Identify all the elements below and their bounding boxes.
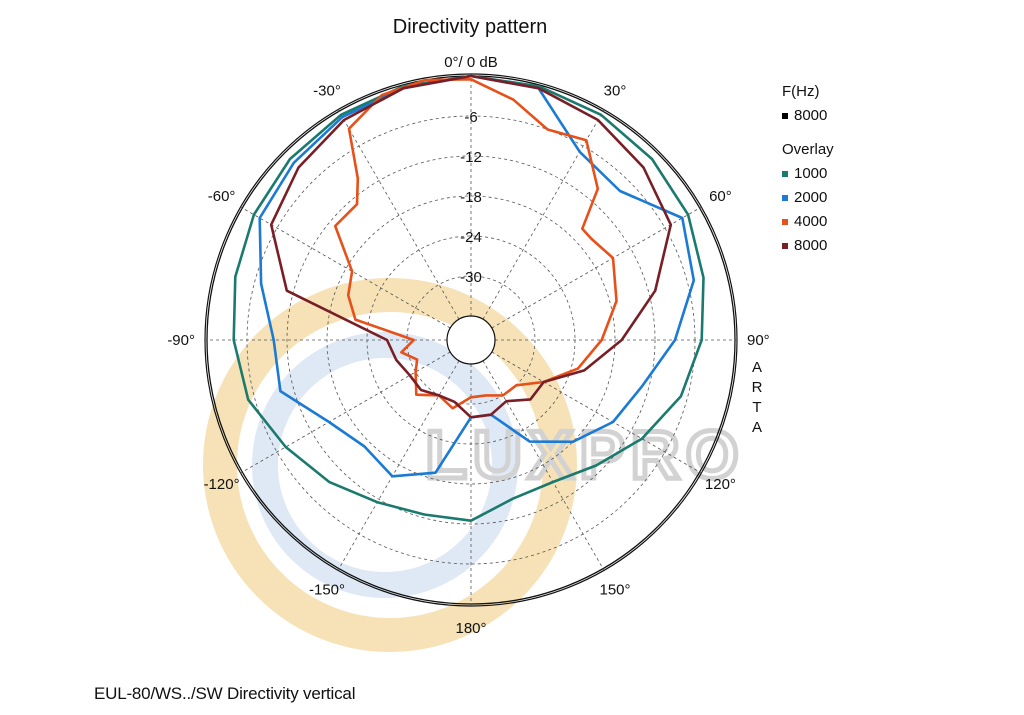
angle-tick-label: -60° (208, 188, 236, 205)
watermark-ring-outer (203, 278, 577, 652)
angle-tick-label: -150° (309, 581, 345, 598)
arta-letter: A (751, 419, 762, 436)
legend-item-1000: 1000 (782, 162, 834, 186)
radial-tick-label: -18 (460, 189, 482, 206)
angle-tick-label: 150° (599, 581, 630, 598)
angle-tick-label: -90° (167, 332, 195, 349)
center-hole (446, 315, 496, 365)
watermark-text: LUXPRO (425, 417, 744, 493)
grid-spoke (337, 360, 460, 571)
legend-item-2000: 2000 (782, 186, 834, 210)
radial-tick-labels: -6 -12 -18 -24 -30 (460, 109, 482, 286)
legend-item-8000: 8000 (782, 234, 834, 258)
grid-spoke (491, 206, 702, 329)
grid-spoke (482, 109, 605, 320)
arta-side-label: A R T A (750, 358, 764, 438)
legend-item-4000: 4000 (782, 210, 834, 234)
legend-primary-label: 8000 (794, 107, 828, 124)
angle-tick-label: 0°/ 0 dB (444, 54, 498, 71)
legend-label-1000: 1000 (794, 165, 828, 182)
legend-swatch-2000 (782, 195, 788, 201)
radial-tick-label: -30 (460, 269, 482, 286)
grid-spoke (240, 351, 451, 474)
grid-spoke (240, 206, 451, 329)
angle-tick-label: -120° (204, 476, 240, 493)
series-line-8000 (269, 74, 673, 419)
angle-tick-label: 90° (747, 332, 770, 349)
legend: F(Hz) 8000 Overlay 1000 2000 4000 8000 (782, 80, 834, 258)
watermark-ring-inner (252, 332, 518, 598)
legend-label-4000: 4000 (794, 213, 828, 230)
legend-overlay-header: Overlay (782, 141, 834, 158)
angle-tick-label: 120° (705, 476, 736, 493)
angle-tick-label: -30° (313, 83, 341, 100)
chart-title: Directivity pattern (392, 16, 548, 38)
angle-tick-label: 30° (604, 83, 627, 100)
arta-letter: R (751, 379, 763, 396)
legend-swatch-4000 (782, 219, 788, 225)
legend-swatch-8000 (782, 243, 788, 249)
angle-tick-labels: 0°/ 0 dB 30° 60° 90° 120° 150° 180° -150° -120° -… (167, 54, 769, 637)
radial-tick-label: -6 (464, 109, 477, 126)
angle-tick-label: 60° (709, 188, 732, 205)
arta-letter: T (752, 399, 762, 416)
radial-tick-label: -12 (460, 149, 482, 166)
watermark: LUXPRO (203, 278, 744, 652)
grid-ring (406, 275, 536, 405)
grid-spoke (482, 360, 605, 571)
legend-swatch-primary (782, 113, 788, 119)
grid-ring (286, 155, 656, 525)
grid-spoke (491, 351, 702, 474)
series-line-4000 (333, 78, 618, 410)
legend-primary-header: F(Hz) (782, 83, 820, 100)
radial-tick-label: -24 (460, 229, 482, 246)
legend-swatch-1000 (782, 171, 788, 177)
series-layer (232, 74, 705, 522)
arta-letter: A (751, 359, 762, 376)
chart-caption: EUL-80/WS../SW Directivity vertical (94, 684, 356, 703)
polar-grid (204, 73, 738, 607)
grid-spoke (337, 109, 460, 320)
angle-tick-label: 180° (455, 620, 486, 637)
legend-label-8000: 8000 (794, 237, 828, 254)
legend-primary-item: 8000 (782, 104, 834, 128)
legend-label-2000: 2000 (794, 189, 828, 206)
